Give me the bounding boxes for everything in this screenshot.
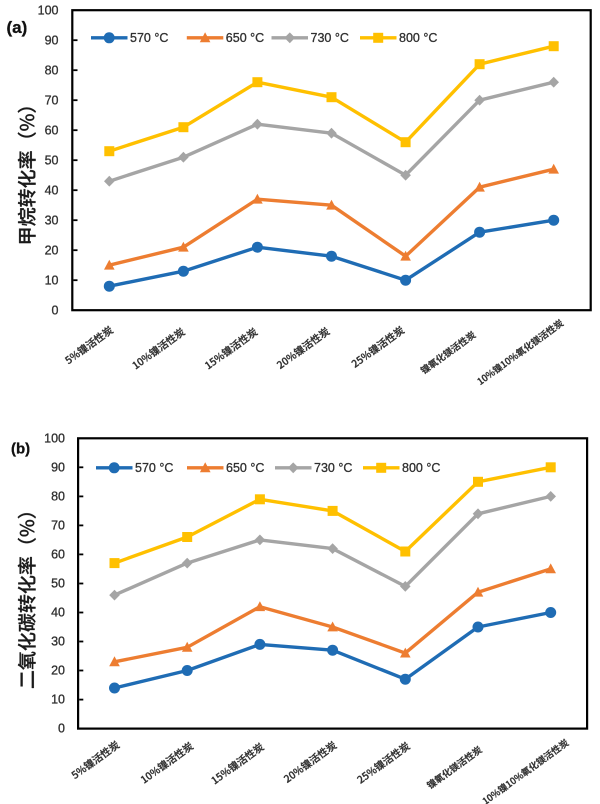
svg-text:100: 100 [44,431,65,445]
svg-text:730 °C: 730 °C [314,461,352,475]
svg-text:10: 10 [51,693,65,707]
svg-text:60: 60 [45,123,59,137]
svg-text:90: 90 [45,33,59,47]
svg-text:800 °C: 800 °C [402,461,440,475]
svg-text:70: 70 [51,519,65,533]
svg-text:650 °C: 650 °C [226,31,264,45]
svg-text:90: 90 [51,460,65,474]
svg-text:60: 60 [51,548,65,562]
svg-text:10: 10 [45,273,59,287]
svg-text:(a): (a) [7,18,28,37]
svg-text:800 °C: 800 °C [399,31,437,45]
svg-text:30: 30 [51,635,65,649]
svg-text:730 °C: 730 °C [311,31,349,45]
svg-text:570 °C: 570 °C [135,461,173,475]
svg-text:80: 80 [51,490,65,504]
svg-text:0: 0 [58,722,65,736]
svg-text:20: 20 [51,664,65,678]
svg-text:0: 0 [52,303,59,317]
svg-text:50: 50 [45,153,59,167]
svg-text:570 °C: 570 °C [130,31,168,45]
svg-text:40: 40 [45,183,59,197]
svg-text:80: 80 [45,63,59,77]
svg-text:40: 40 [51,606,65,620]
svg-text:50: 50 [51,577,65,591]
svg-text:30: 30 [45,213,59,227]
svg-text:(b): (b) [11,440,30,457]
svg-text:650 °C: 650 °C [226,461,264,475]
svg-text:100: 100 [38,3,59,17]
svg-text:20: 20 [45,243,59,257]
svg-text:70: 70 [45,93,59,107]
